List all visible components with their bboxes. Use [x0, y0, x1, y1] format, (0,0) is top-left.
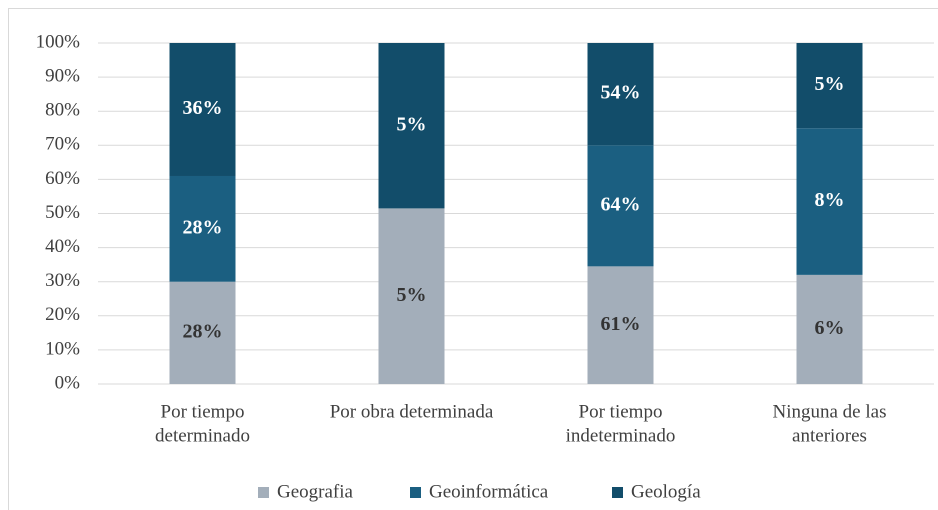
bar-segment [587, 266, 654, 384]
y-tick-label: 80% [45, 100, 80, 121]
data-label: 54% [601, 82, 641, 104]
bar-segment [587, 145, 654, 267]
legend-swatch [410, 487, 421, 498]
y-tick-label: 20% [45, 304, 80, 325]
bar-segment [169, 281, 236, 384]
x-tick-label: Ninguna de las [773, 401, 887, 422]
y-tick-label: 0% [55, 372, 81, 393]
data-label: 36% [183, 97, 223, 119]
legend-swatch [612, 487, 623, 498]
x-tick-label: indeterminado [566, 425, 676, 446]
legend-label: Geografia [277, 481, 354, 502]
bar-segment [796, 43, 863, 129]
y-tick-label: 40% [45, 236, 80, 257]
y-tick-label: 70% [45, 134, 80, 155]
x-tick-label: Por tiempo [579, 401, 663, 422]
data-label: 8% [815, 189, 845, 211]
legend-swatch [258, 487, 269, 498]
data-label: 6% [815, 317, 845, 339]
data-label: 5% [815, 73, 845, 95]
y-tick-label: 30% [45, 270, 80, 291]
bar-segment [587, 43, 654, 146]
bar-segment [169, 43, 236, 176]
data-label: 28% [183, 320, 223, 342]
legend-label: Geoinformática [429, 481, 549, 502]
bar-segment [169, 175, 236, 282]
x-tick-label: determinado [155, 425, 250, 446]
y-tick-label: 50% [45, 202, 80, 223]
data-label: 64% [601, 193, 641, 215]
data-label: 5% [397, 113, 427, 135]
data-label: 28% [183, 216, 223, 238]
legend-label: Geología [631, 481, 701, 502]
bar-segment [378, 43, 445, 209]
y-tick-label: 90% [45, 65, 80, 86]
y-tick-label: 60% [45, 168, 80, 189]
x-tick-label: anteriores [792, 425, 867, 446]
y-tick-label: 100% [36, 31, 81, 52]
y-tick-label: 10% [45, 338, 80, 359]
data-label: 5% [397, 284, 427, 306]
chart-frame [8, 8, 938, 510]
bar-segment [796, 274, 863, 384]
bar-segment [796, 128, 863, 275]
bar-segment [378, 208, 445, 384]
data-label: 61% [601, 313, 641, 335]
x-tick-label: Por tiempo [161, 401, 245, 422]
x-tick-label: Por obra determinada [330, 401, 494, 422]
